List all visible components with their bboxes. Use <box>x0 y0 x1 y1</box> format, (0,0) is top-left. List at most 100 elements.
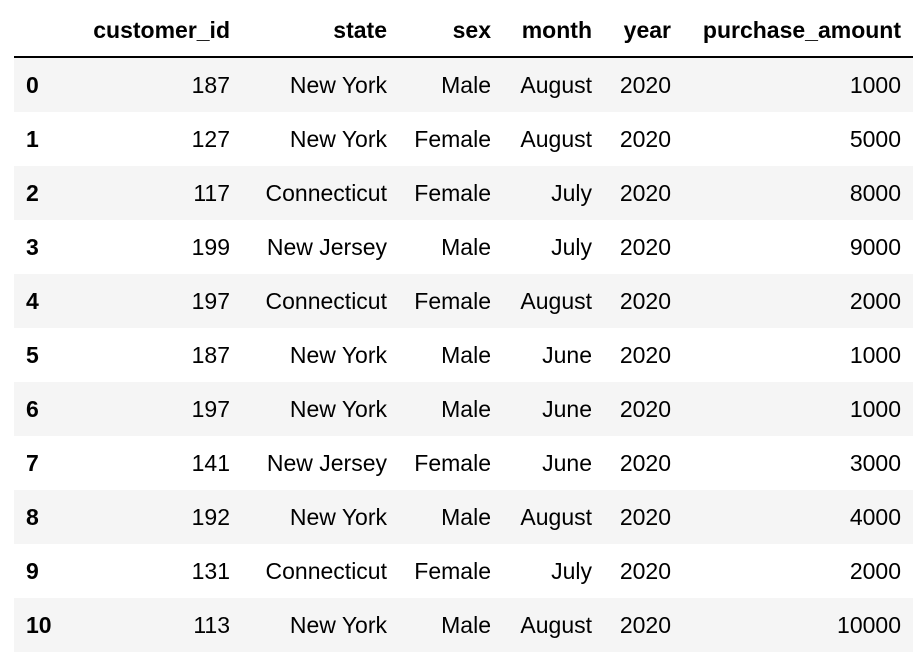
table-row: 0 187 New York Male August 2020 1000 <box>14 57 913 112</box>
cell-month: August <box>520 503 592 530</box>
cell-sex: Male <box>441 71 491 98</box>
cell-year: 2020 <box>619 287 671 314</box>
cell-sex: Female <box>414 179 491 206</box>
cell-month: August <box>520 611 592 638</box>
cell-month: July <box>551 557 592 584</box>
cell-purchase-amount: 1000 <box>849 395 901 422</box>
table-row: 7 141 New Jersey Female June 2020 3000 <box>14 436 913 490</box>
cell-customer-id: 187 <box>191 71 230 98</box>
cell-year: 2020 <box>619 71 671 98</box>
cell-year: 2020 <box>619 557 671 584</box>
column-header-purchase-amount: purchase_amount <box>683 4 913 58</box>
cell-purchase-amount: 5000 <box>849 125 901 152</box>
cell-purchase-amount: 4000 <box>849 503 901 530</box>
cell-month: August <box>520 287 592 314</box>
cell-sex: Male <box>441 341 491 368</box>
cell-sex: Male <box>441 503 491 530</box>
cell-state: New York <box>289 341 387 368</box>
row-index: 10 <box>26 611 52 638</box>
cell-customer-id: 127 <box>191 125 230 152</box>
cell-month: June <box>542 341 592 368</box>
cell-year: 2020 <box>619 179 671 206</box>
row-index: 6 <box>26 395 39 422</box>
cell-sex: Female <box>414 557 491 584</box>
table-row: 9 131 Connecticut Female July 2020 2000 <box>14 544 913 598</box>
cell-purchase-amount: 9000 <box>849 233 901 260</box>
cell-year: 2020 <box>619 125 671 152</box>
cell-purchase-amount: 8000 <box>849 179 901 206</box>
cell-state: New York <box>289 125 387 152</box>
cell-customer-id: 117 <box>193 179 230 206</box>
cell-customer-id: 197 <box>191 287 230 314</box>
cell-state: New Jersey <box>266 233 387 260</box>
table-row: 4 197 Connecticut Female August 2020 2000 <box>14 274 913 328</box>
cell-customer-id: 141 <box>191 449 230 476</box>
table-row: 1 127 New York Female August 2020 5000 <box>14 112 913 166</box>
cell-state: Connecticut <box>265 179 387 206</box>
table-row: 3 199 New Jersey Male July 2020 9000 <box>14 220 913 274</box>
cell-month: July <box>551 233 592 260</box>
column-header-month: month <box>503 4 604 58</box>
cell-state: New York <box>289 503 387 530</box>
header-row: customer_id state sex month year purchas… <box>14 4 913 58</box>
cell-month: August <box>520 71 592 98</box>
cell-purchase-amount: 1000 <box>849 71 901 98</box>
cell-purchase-amount: 2000 <box>849 287 901 314</box>
row-index: 8 <box>26 503 39 530</box>
column-header-sex: sex <box>399 4 503 58</box>
cell-state: Connecticut <box>265 287 387 314</box>
column-header-customer-id: customer_id <box>78 4 242 58</box>
dataframe-table: customer_id state sex month year purchas… <box>14 4 913 652</box>
row-index: 5 <box>26 341 39 368</box>
index-header <box>14 4 78 58</box>
table-body: 0 187 New York Male August 2020 1000 1 127 New Yo… <box>14 57 913 652</box>
cell-state: New Jersey <box>266 449 387 476</box>
cell-sex: Female <box>414 449 491 476</box>
cell-sex: Male <box>441 395 491 422</box>
row-index: 1 <box>26 125 39 152</box>
cell-customer-id: 199 <box>191 233 230 260</box>
table-row: 2 117 Connecticut Female July 2020 8000 <box>14 166 913 220</box>
cell-purchase-amount: 3000 <box>849 449 901 476</box>
cell-state: New York <box>289 395 387 422</box>
row-index: 3 <box>26 233 39 260</box>
row-index: 9 <box>26 557 39 584</box>
row-index: 4 <box>26 287 39 314</box>
cell-purchase-amount: 1000 <box>849 341 901 368</box>
cell-year: 2020 <box>619 395 671 422</box>
cell-sex: Female <box>414 125 491 152</box>
cell-customer-id: 192 <box>191 503 230 530</box>
cell-year: 2020 <box>619 341 671 368</box>
cell-year: 2020 <box>619 233 671 260</box>
cell-purchase-amount: 10000 <box>837 611 901 638</box>
row-index: 2 <box>26 179 39 206</box>
cell-purchase-amount: 2000 <box>849 557 901 584</box>
cell-state: New York <box>289 71 387 98</box>
table-header: customer_id state sex month year purchas… <box>14 4 913 58</box>
column-header-year: year <box>604 4 683 58</box>
table-row: 10 113 New York Male August 2020 10000 <box>14 598 913 652</box>
cell-month: June <box>542 395 592 422</box>
cell-sex: Male <box>441 611 491 638</box>
cell-customer-id: 113 <box>193 611 230 638</box>
cell-month: August <box>520 125 592 152</box>
column-header-state: state <box>242 4 399 58</box>
cell-state: Connecticut <box>265 557 387 584</box>
row-index: 0 <box>26 71 39 98</box>
table-row: 5 187 New York Male June 2020 1000 <box>14 328 913 382</box>
cell-customer-id: 187 <box>191 341 230 368</box>
cell-customer-id: 131 <box>191 557 230 584</box>
cell-year: 2020 <box>619 503 671 530</box>
cell-month: June <box>542 449 592 476</box>
cell-month: July <box>551 179 592 206</box>
cell-year: 2020 <box>619 449 671 476</box>
cell-state: New York <box>289 611 387 638</box>
cell-year: 2020 <box>619 611 671 638</box>
cell-sex: Male <box>441 233 491 260</box>
table-row: 6 197 New York Male June 2020 1000 <box>14 382 913 436</box>
cell-customer-id: 197 <box>191 395 230 422</box>
cell-sex: Female <box>414 287 491 314</box>
row-index: 7 <box>26 449 39 476</box>
table-row: 8 192 New York Male August 2020 4000 <box>14 490 913 544</box>
